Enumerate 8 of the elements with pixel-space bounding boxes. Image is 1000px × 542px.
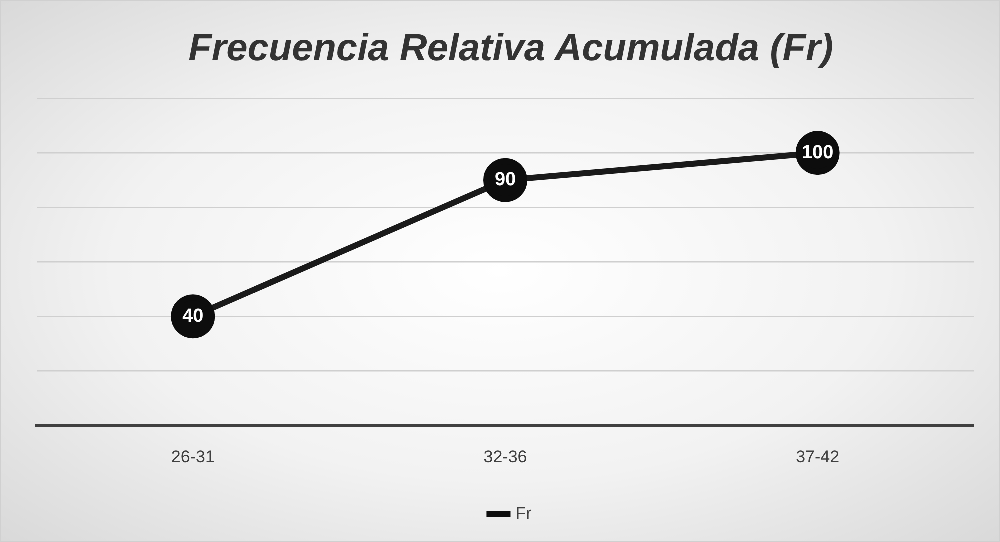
legend-label: Fr bbox=[516, 504, 532, 524]
x-tick-label: 26-31 bbox=[171, 447, 215, 466]
data-label: 90 bbox=[494, 170, 516, 191]
data-label: 100 bbox=[802, 142, 834, 164]
x-tick-label: 37-42 bbox=[796, 447, 840, 466]
data-label: 40 bbox=[182, 306, 204, 327]
x-tick-label: 32-36 bbox=[484, 447, 528, 466]
chart-title: Frecuencia Relativa Acumulada (Fr) bbox=[188, 27, 834, 70]
